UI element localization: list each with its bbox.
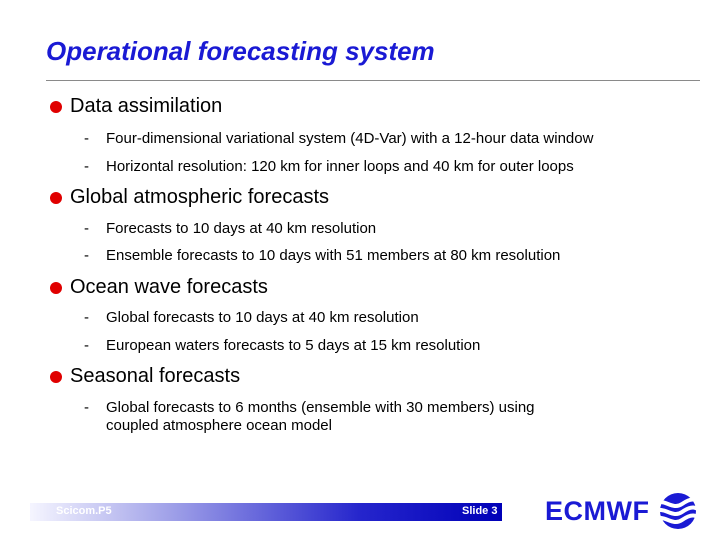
dash-marker: - [84, 399, 89, 416]
section-heading: Seasonal forecasts [70, 365, 241, 387]
list-item-text: Four-dimensional variational system (4D-… [106, 130, 594, 147]
bullet-icon [50, 101, 62, 113]
list-item-text: European waters forecasts to 5 days at 1… [106, 337, 481, 354]
section-heading: Global atmospheric forecasts [70, 186, 330, 208]
section-heading: Data assimilation [70, 95, 223, 117]
bullet-icon [50, 371, 62, 383]
bullet-icon [50, 192, 62, 204]
list-item-text: Ensemble forecasts to 10 days with 51 me… [106, 247, 561, 264]
dash-marker: - [84, 220, 89, 237]
section-heading: Ocean wave forecasts [70, 276, 268, 298]
bullet-icon [50, 282, 62, 294]
ecmwf-logo-icon [652, 493, 704, 529]
dash-marker: - [84, 247, 89, 264]
list-item-text: Global forecasts to 6 months (ensemble w… [106, 399, 535, 434]
footer-label: Scicom.P5 [56, 505, 112, 517]
footer-bar [30, 503, 502, 521]
title-divider [46, 80, 700, 81]
slide-number: Slide 3 [462, 505, 498, 517]
list-item-text: Global forecasts to 10 days at 40 km res… [106, 309, 419, 326]
list-item-text: Forecasts to 10 days at 40 km resolution [106, 220, 377, 237]
dash-marker: - [84, 309, 89, 326]
list-item-text: Horizontal resolution: 120 km for inner … [106, 158, 574, 175]
slide-title: Operational forecasting system [46, 36, 435, 66]
dash-marker: - [84, 158, 89, 175]
dash-marker: - [84, 337, 89, 354]
dash-marker: - [84, 130, 89, 147]
ecmwf-logo-text: ECMWF [545, 496, 650, 526]
